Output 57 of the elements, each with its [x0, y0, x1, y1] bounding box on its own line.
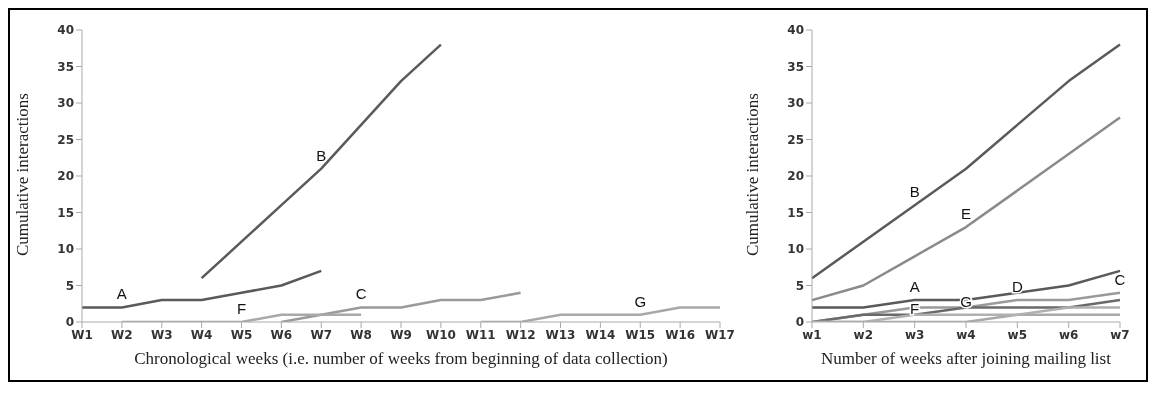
x-tick-label: W2 — [111, 327, 133, 342]
annotation: B — [316, 146, 327, 164]
x-tick-label: w3 — [904, 327, 925, 342]
annotation: C — [355, 285, 367, 303]
y-tick-label: 5 — [65, 278, 74, 293]
y-tick-label: 15 — [787, 205, 804, 220]
y-tick-label: 30 — [57, 96, 74, 111]
x-axis-title: Number of weeks after joining mailing list — [821, 349, 1112, 368]
annotation: F — [910, 300, 920, 317]
y-tick-label: 0 — [795, 315, 804, 330]
x-tick-label: W10 — [425, 327, 456, 342]
annotation: D — [1011, 278, 1023, 296]
x-tick-label: W12 — [505, 327, 536, 342]
y-tick-label: 20 — [787, 169, 804, 184]
x-tick-label: W1 — [71, 327, 93, 342]
y-tick-label: 5 — [795, 278, 804, 293]
x-tick-label: W14 — [585, 327, 616, 342]
y-tick-label: 40 — [57, 23, 74, 38]
x-tick-label: W4 — [190, 327, 213, 342]
y-tick-label: 25 — [57, 132, 74, 147]
x-tick-label: W7 — [310, 327, 333, 342]
y-tick-label: 10 — [57, 242, 74, 257]
y-tick-label: 30 — [787, 96, 804, 111]
x-axis-title: Chronological weeks (i.e. number of weeks from beginning of data collection) — [134, 349, 668, 368]
x-tick-label: W15 — [625, 327, 656, 342]
x-tick-label: w2 — [853, 327, 874, 342]
x-tick-label: W8 — [350, 327, 372, 342]
x-tick-label: w4 — [956, 327, 976, 342]
x-tick-label: W13 — [545, 327, 576, 342]
y-tick-label: 35 — [787, 59, 804, 74]
annotation: A — [909, 278, 920, 296]
x-tick-label: W11 — [465, 327, 496, 342]
annotation: A — [116, 285, 127, 303]
x-tick-label: W3 — [150, 327, 173, 342]
x-tick-label: W6 — [270, 327, 293, 342]
x-tick-label: w6 — [1058, 327, 1079, 342]
y-tick-label: 35 — [57, 59, 74, 74]
annotation: B — [909, 183, 920, 201]
x-tick-label: w7 — [1110, 327, 1130, 342]
x-tick-label: w1 — [802, 327, 822, 342]
annotation: C — [1114, 270, 1126, 288]
x-tick-label: W9 — [390, 327, 412, 342]
x-tick-label: W16 — [665, 327, 696, 342]
y-axis-title: Cumulative interactions — [13, 93, 33, 256]
y-axis-title: Cumulative interactions — [743, 93, 763, 256]
annotation: G — [634, 292, 647, 310]
x-tick-label: W5 — [230, 327, 253, 342]
y-tick-label: 10 — [787, 242, 804, 257]
y-tick-label: 20 — [57, 169, 74, 184]
y-tick-label: 40 — [787, 23, 804, 38]
x-tick-label: W17 — [705, 327, 735, 342]
x-tick-label: w5 — [1007, 327, 1028, 342]
y-tick-label: 25 — [787, 132, 804, 147]
y-tick-label: 0 — [65, 315, 74, 330]
annotation: E — [960, 205, 972, 223]
y-tick-label: 15 — [57, 205, 74, 220]
annotation: F — [236, 300, 247, 317]
